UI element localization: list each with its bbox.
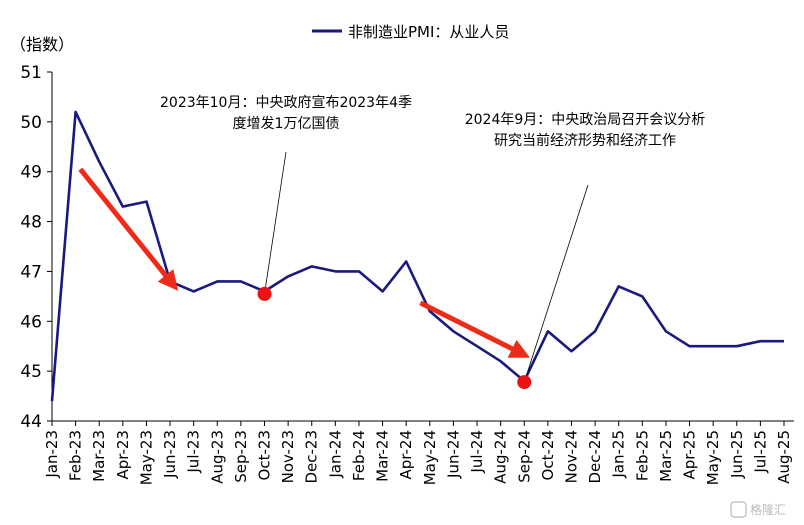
y-axis: 44 45 46 47 48 49 50 51 bbox=[20, 63, 53, 432]
annotation-text: 2023年10月：中央政府宣布2023年4季 bbox=[160, 95, 412, 111]
y-axis-unit-label: （指数） bbox=[10, 35, 74, 54]
x-tick-label: Oct-24 bbox=[539, 430, 557, 480]
x-tick-label: Dec-24 bbox=[586, 430, 604, 484]
y-tick-label: 48 bbox=[20, 213, 42, 233]
y-tick-label: 45 bbox=[20, 362, 42, 382]
legend-label: 非制造业PMI：从业人员 bbox=[348, 23, 509, 41]
x-tick-label: Sep-24 bbox=[515, 430, 533, 483]
x-tick-label: Jun-24 bbox=[444, 430, 462, 479]
x-tick-label: Jan-25 bbox=[610, 430, 628, 479]
x-tick-label: Feb-24 bbox=[350, 430, 368, 481]
annotation-leader-line bbox=[523, 184, 589, 383]
watermark-logo-icon bbox=[730, 501, 747, 518]
x-tick-label: Aug-24 bbox=[492, 430, 510, 484]
y-tick-label: 49 bbox=[20, 163, 42, 183]
annotation-leader-line bbox=[264, 151, 287, 294]
x-tick-label: May-23 bbox=[137, 430, 155, 485]
event-marker bbox=[517, 375, 532, 390]
x-tick-label: Jun-25 bbox=[728, 430, 746, 479]
x-tick-label: Aug-25 bbox=[775, 430, 793, 484]
x-tick-label: Jul-25 bbox=[751, 430, 769, 474]
watermark: 格隆汇 bbox=[730, 501, 786, 518]
x-tick-label: Jul-24 bbox=[468, 430, 486, 474]
x-tick-label: Mar-24 bbox=[374, 430, 392, 482]
watermark-text: 格隆汇 bbox=[750, 502, 786, 517]
x-tick-label: Feb-25 bbox=[633, 430, 651, 481]
trend-arrow bbox=[78, 167, 179, 291]
annotation-text: 2024年9月：中央政治局召开会议分析 bbox=[465, 112, 706, 128]
x-tick-label: Apr-24 bbox=[397, 430, 415, 480]
x-tick-label: Jul-23 bbox=[185, 430, 203, 474]
x-tick-label: Jan-24 bbox=[326, 430, 344, 479]
x-tick-label: Jun-23 bbox=[161, 430, 179, 479]
x-tick-label: Jan-23 bbox=[43, 430, 61, 479]
y-tick-label: 44 bbox=[20, 412, 42, 432]
series-layer bbox=[50, 110, 784, 402]
annotation-text: 度增发1万亿国债 bbox=[233, 116, 340, 132]
x-tick-label: Nov-24 bbox=[562, 430, 580, 483]
legend: 非制造业PMI：从业人员 bbox=[312, 23, 509, 41]
x-tick-label: Mar-25 bbox=[657, 430, 675, 482]
x-tick-label: May-24 bbox=[421, 430, 439, 485]
event-marker bbox=[257, 286, 272, 301]
y-tick-label: 50 bbox=[20, 113, 42, 133]
x-tick-label: Apr-25 bbox=[681, 430, 699, 480]
y-tick-label: 51 bbox=[20, 63, 42, 83]
y-tick-label: 47 bbox=[20, 262, 42, 282]
x-tick-label: Oct-23 bbox=[256, 430, 274, 480]
annotation-text: 研究当前经济形势和经济工作 bbox=[494, 132, 676, 149]
x-tick-label: Mar-23 bbox=[90, 430, 108, 482]
x-tick-label: Apr-23 bbox=[114, 430, 132, 480]
trend-arrow bbox=[419, 300, 530, 358]
y-tick-label: 46 bbox=[20, 312, 42, 332]
x-tick-label: Aug-23 bbox=[208, 430, 226, 484]
x-axis: Jan-23 Feb-23 Mar-23 Apr-23 May-23 Jun-23 Jul-… bbox=[43, 420, 794, 485]
series-line bbox=[50, 110, 784, 402]
x-tick-label: Nov-23 bbox=[279, 430, 297, 483]
x-tick-label: Sep-23 bbox=[232, 430, 250, 483]
x-tick-label: Dec-23 bbox=[303, 430, 321, 484]
x-tick-label: May-25 bbox=[704, 430, 722, 485]
x-tick-label: Feb-23 bbox=[67, 430, 85, 481]
